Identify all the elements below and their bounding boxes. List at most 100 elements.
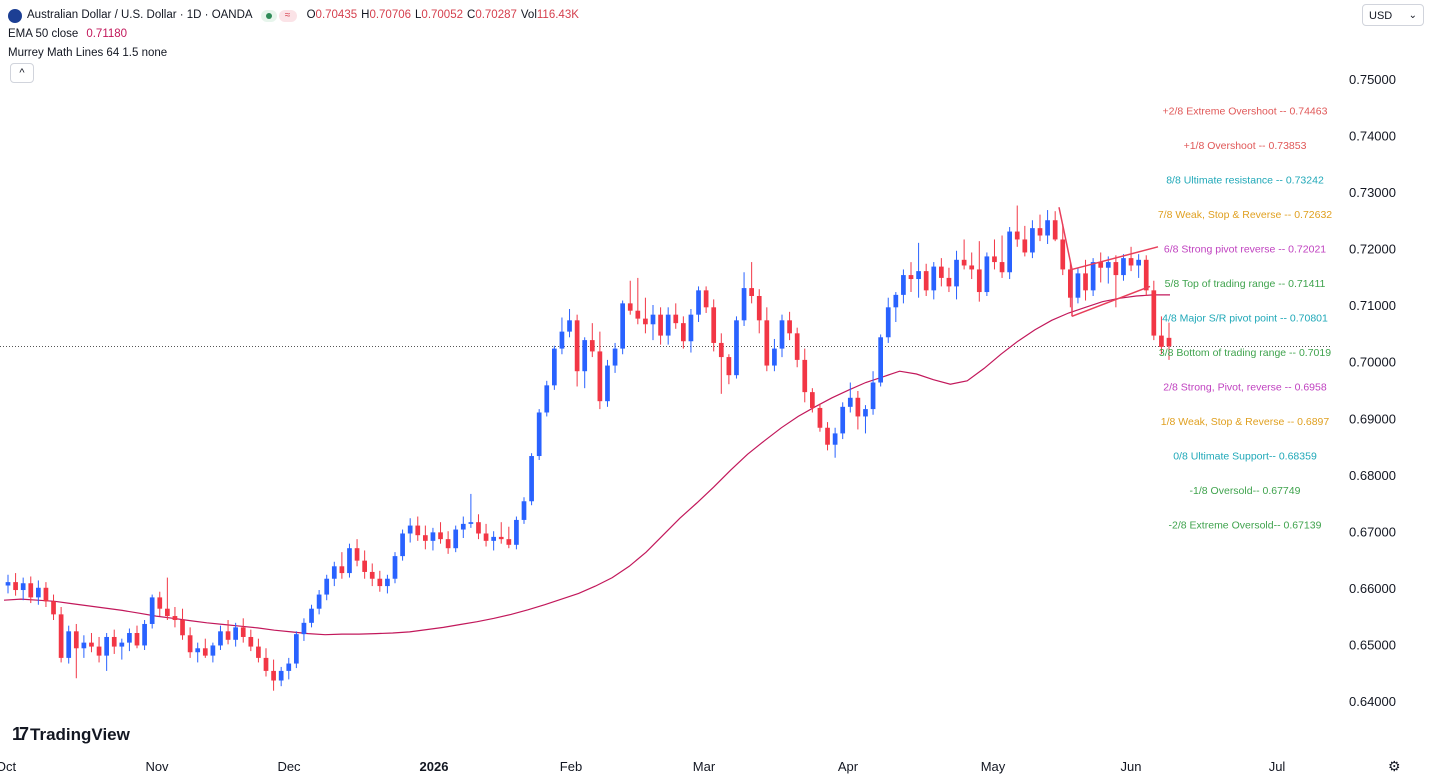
- candle-body: [324, 578, 330, 595]
- ema-label: EMA 50 close: [8, 28, 79, 40]
- murrey-line-label: -2/8 Extreme Oversold-- 0.67139: [1169, 520, 1322, 532]
- candle-body: [969, 265, 975, 270]
- candle-body: [134, 633, 140, 646]
- candle-body: [665, 314, 671, 336]
- candle-body: [491, 536, 496, 541]
- candle-body: [316, 594, 322, 609]
- candle-body: [893, 294, 899, 308]
- candle-body: [111, 636, 117, 647]
- candle-body: [650, 314, 656, 325]
- candle-body: [483, 533, 489, 541]
- candle-body: [885, 307, 891, 338]
- candle-body: [1037, 228, 1043, 236]
- tradingview-logo[interactable]: 17 TradingView: [12, 724, 130, 745]
- close-label: C: [467, 9, 476, 21]
- wave-icon[interactable]: ≈: [278, 9, 297, 22]
- candle-body: [119, 642, 125, 647]
- candle-body: [286, 663, 292, 671]
- collapse-legend-button[interactable]: ^: [10, 63, 34, 83]
- candle-body: [1014, 231, 1020, 240]
- bear-flag-pattern: [1058, 207, 1159, 318]
- murrey-line-label: -1/8 Oversold-- 0.67749: [1190, 485, 1301, 497]
- candle-body: [810, 392, 815, 408]
- candle-body: [240, 627, 246, 637]
- symbol-title[interactable]: Australian Dollar / U.S. Dollar · 1D · O…: [27, 9, 253, 21]
- candle-body: [278, 670, 284, 681]
- candle-body: [1151, 290, 1157, 336]
- candle-body: [696, 290, 701, 315]
- candle-body: [772, 348, 777, 366]
- volume-label: Vol: [520, 9, 537, 21]
- ema-row[interactable]: EMA 50 close 0.71180: [8, 25, 579, 44]
- market-status-icon[interactable]: [260, 9, 277, 22]
- candle-body: [794, 333, 800, 360]
- candle-body: [506, 539, 512, 545]
- candle-body: [931, 266, 937, 291]
- candle-body: [787, 320, 792, 334]
- murrey-line-label: 0/8 Ultimate Support-- 0.68359: [1173, 451, 1317, 463]
- candle-body: [741, 288, 747, 321]
- candle-body: [847, 397, 853, 407]
- candle-body: [1121, 258, 1126, 276]
- low-label: L: [415, 9, 422, 21]
- candle-body: [1159, 335, 1164, 347]
- candle-body: [210, 645, 216, 656]
- candle-body: [407, 525, 413, 534]
- currency-selector[interactable]: USD ⌄: [1362, 4, 1424, 26]
- candle-body: [1128, 258, 1134, 266]
- x-tick-label: May: [981, 759, 1006, 774]
- y-tick-label: 0.67000: [1349, 524, 1396, 539]
- candle-body: [89, 642, 94, 647]
- y-tick-label: 0.75000: [1349, 72, 1396, 87]
- gear-icon[interactable]: ⚙: [1388, 758, 1401, 774]
- x-tick-label: Jul: [1269, 759, 1286, 774]
- murrey-line-label: 6/8 Strong pivot reverse -- 0.72021: [1164, 243, 1326, 255]
- candle-body: [195, 648, 201, 653]
- candle-body: [438, 532, 443, 540]
- candle-body: [5, 582, 11, 586]
- murrey-line-label: 7/8 Weak, Stop & Reverse -- 0.72632: [1158, 209, 1332, 221]
- candle-body: [726, 357, 732, 376]
- x-tick-label: Jun: [1121, 759, 1142, 774]
- candle-body: [832, 433, 838, 445]
- candle-body: [878, 337, 883, 383]
- candle-body: [612, 348, 618, 366]
- murrey-line-label: 3/8 Bottom of trading range -- 0.7019: [1159, 347, 1331, 359]
- candle-body: [711, 307, 717, 343]
- candle-body: [521, 501, 527, 520]
- x-tick-label: Oct: [0, 759, 16, 774]
- time-axis[interactable]: Oct Nov Dec 2026 Feb Mar Apr May Jun Jul: [0, 759, 1285, 774]
- candle-body: [309, 608, 314, 623]
- candle-body: [688, 314, 694, 342]
- candle-body: [172, 616, 178, 621]
- candle-body: [233, 627, 238, 640]
- candle-body: [20, 583, 26, 591]
- candle-body: [946, 277, 952, 287]
- y-tick-label: 0.65000: [1349, 637, 1396, 652]
- tradingview-mark-icon: 17: [12, 724, 29, 744]
- candle-body: [1060, 239, 1066, 270]
- murrey-line-label: 8/8 Ultimate resistance -- 0.73242: [1166, 174, 1324, 186]
- candle-body: [1045, 220, 1050, 236]
- candle-body: [620, 303, 625, 349]
- candle-body: [673, 314, 679, 324]
- candle-body: [430, 532, 436, 541]
- close-value: 0.70287: [475, 9, 517, 21]
- candle-body: [1007, 231, 1012, 273]
- murrey-row[interactable]: Murrey Math Lines 64 1.5 none: [8, 44, 579, 63]
- flag-upper-line: [1071, 246, 1159, 271]
- ema-value: 0.71180: [86, 28, 128, 40]
- candle-body: [840, 406, 846, 434]
- candle-body: [28, 583, 34, 598]
- candle-body: [218, 631, 223, 646]
- chevron-down-icon: ⌄: [1408, 10, 1417, 21]
- candle-body: [377, 578, 383, 587]
- candle-body: [916, 271, 921, 280]
- candle-body: [445, 539, 451, 549]
- price-axis[interactable]: 0.64000 0.65000 0.66000 0.67000 0.68000 0.690…: [1349, 72, 1396, 709]
- candle-body: [779, 320, 785, 349]
- high-value: 0.70706: [369, 9, 412, 21]
- candle-body: [536, 412, 542, 457]
- candle-body: [984, 256, 990, 293]
